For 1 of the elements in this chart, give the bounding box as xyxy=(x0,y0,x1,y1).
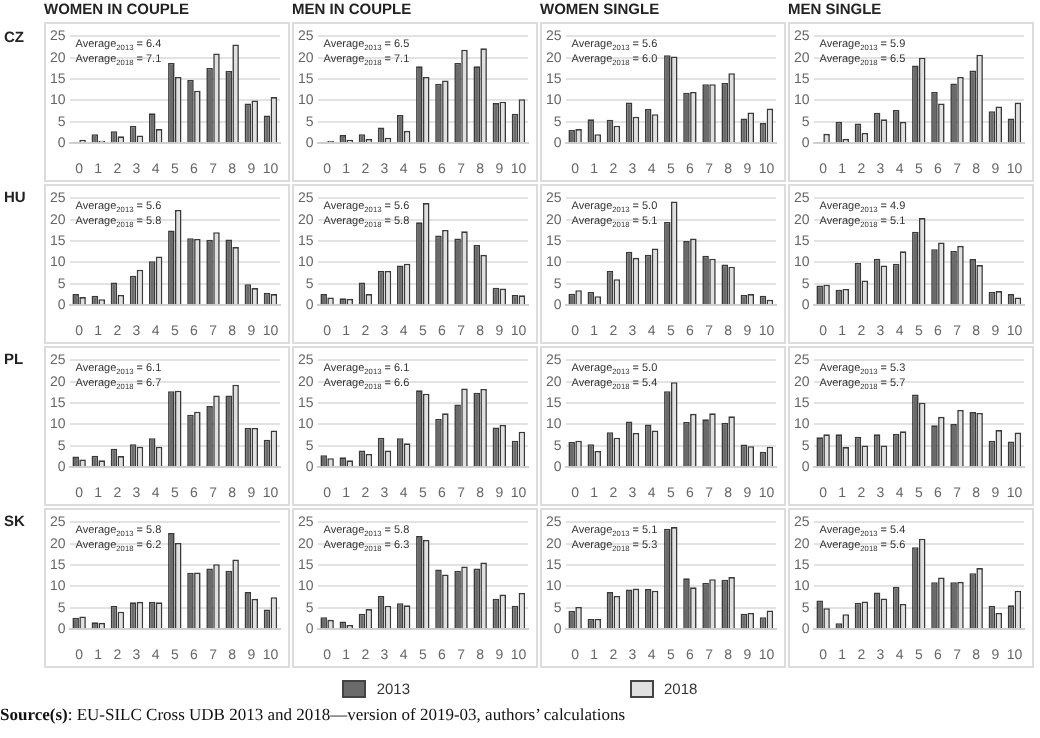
source-note: Source(s): EU-SILC Cross UDB 2013 and 2018—version of 2019-03, authors’ calculations xyxy=(0,704,625,724)
